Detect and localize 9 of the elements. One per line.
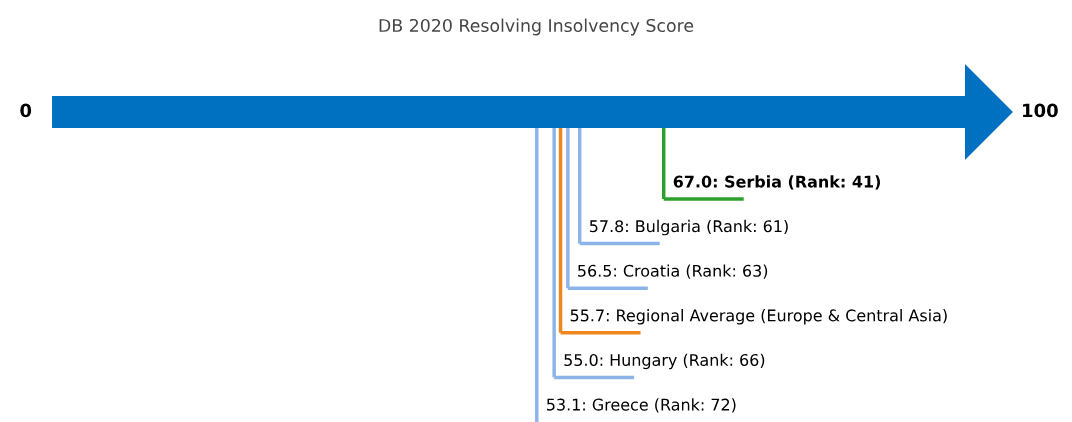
- data-label: 55.7: Regional Average (Europe & Central Asia): [570, 309, 947, 325]
- text: 0: [20, 103, 32, 118]
- data-label: 67.0: Serbia (Rank: 41): [673, 175, 880, 190]
- data-label: 56.5: Croatia (Rank: 63): [578, 264, 768, 279]
- text: 100: [1023, 103, 1058, 118]
- data-label: 55.0: Hungary (Rank: 66): [564, 353, 765, 370]
- data-label: 57.8: Bulgaria (Rank: 61): [589, 219, 788, 236]
- text: DB 2020 Resolving Insolvency Score: [379, 18, 694, 36]
- data-label: 53.1: Greece (Rank: 72): [547, 398, 736, 413]
